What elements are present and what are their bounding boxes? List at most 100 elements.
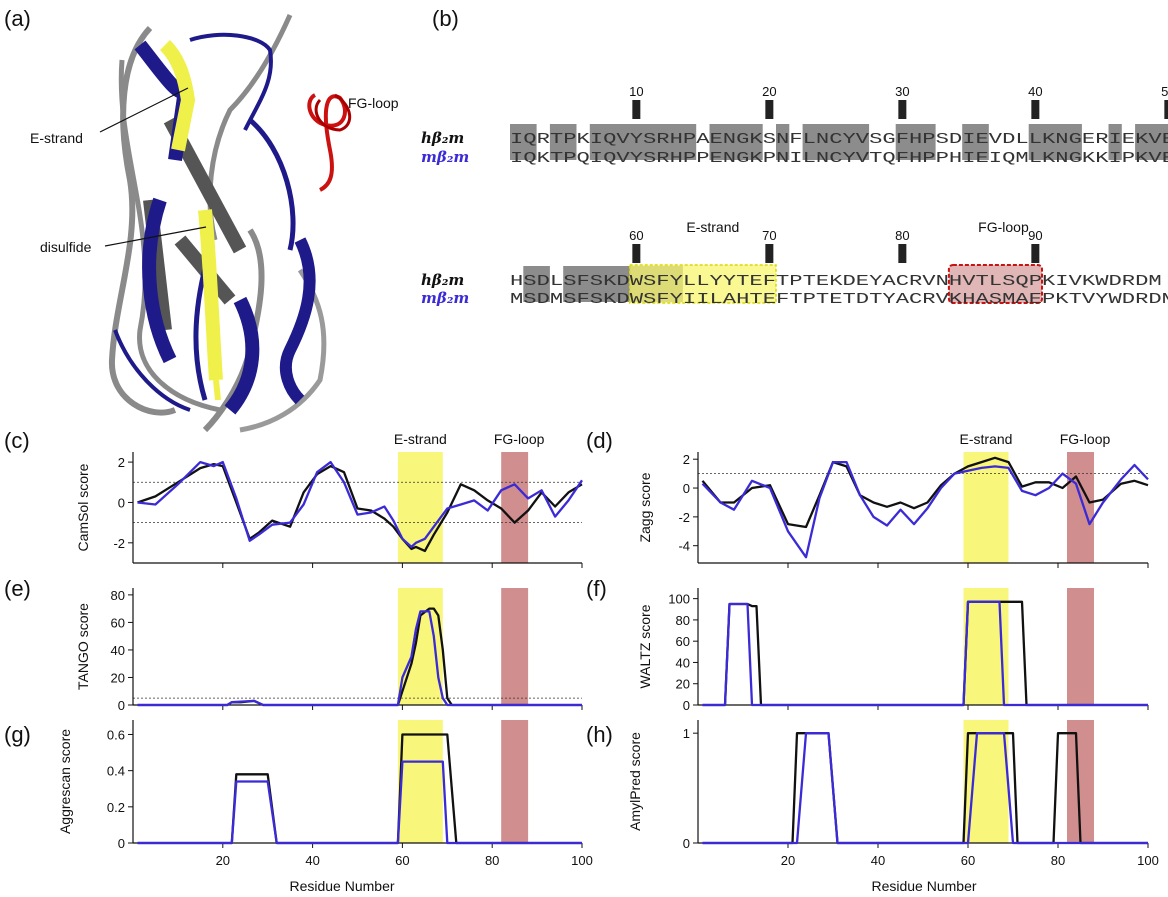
- y-tick-label: 20: [111, 670, 125, 685]
- identity-block: [510, 124, 537, 160]
- identity-block: [962, 124, 989, 160]
- x-tick-label: 80: [485, 853, 499, 868]
- y-tick-label: 40: [111, 643, 125, 658]
- human-seq-label: hβ₂m: [421, 271, 464, 289]
- disulfide-pointer: [104, 226, 207, 247]
- x-tick-label: 100: [571, 853, 593, 868]
- mouse-series-line: [702, 600, 1148, 707]
- x-tick-label: 80: [1051, 853, 1065, 868]
- chart-e: 0 20 40 60 80 TANGO score: [75, 588, 583, 713]
- y-tick-label: 0.4: [107, 764, 125, 779]
- y-tick-label: -2: [678, 510, 690, 525]
- protein-structure-cartoon: [108, 13, 351, 433]
- x-tick-label: 100: [1137, 853, 1159, 868]
- fg-loop-annotation: FG-loop: [348, 95, 399, 111]
- panel-b-label: (b): [432, 6, 459, 31]
- y-tick-label: 40: [676, 655, 690, 670]
- x-tick-label: 40: [871, 853, 885, 868]
- chart-f: 0 20 40 60 80 100 WALTZ score: [637, 588, 1149, 713]
- panel-a-label: (a): [4, 6, 31, 31]
- fg-loop-highlight: [947, 264, 1044, 304]
- e-strand-band: [963, 720, 1009, 843]
- residue-tick-label: 60: [629, 228, 643, 243]
- disulfide-annotation: disulfide: [40, 239, 92, 255]
- y-axis-label: CamSol score: [75, 463, 91, 551]
- chart-c: -2 0 2 CamSol score: [75, 452, 583, 568]
- e-strand-chart-label: E-strand: [960, 431, 1013, 447]
- panel-g-label: (g): [4, 722, 31, 747]
- y-tick-label: 100: [668, 592, 690, 607]
- y-tick-label: 0: [118, 495, 125, 510]
- e-strand-band: [397, 452, 443, 563]
- mouse-seq-label: mβ₂m: [421, 148, 469, 166]
- human-series-line: [701, 456, 1149, 529]
- fg-loop-band: [1067, 588, 1094, 705]
- fg-loop-chart-label: FG-loop: [1060, 431, 1111, 447]
- sequence-alignment: 1020304050hβ₂mmβ₂mIQRTPKIQVYSRHPAENGKSNF…: [421, 84, 1168, 308]
- y-tick-label: 60: [676, 634, 690, 649]
- y-tick-label: 0: [683, 698, 690, 713]
- chart-g: 0 0.2 0.4 0.6 20 40 60 80 100 Aggrescan score: [57, 720, 593, 868]
- x-tick-label: 40: [305, 853, 319, 868]
- mouse-series-line: [137, 460, 583, 549]
- residue-tick-label: 50: [1161, 84, 1168, 99]
- x-tick-label: 20: [216, 853, 230, 868]
- identity-block: [802, 124, 870, 160]
- y-tick-label: 0.2: [107, 800, 125, 815]
- residue-tick-mark: [632, 244, 641, 263]
- residue-tick-label: 80: [895, 228, 909, 243]
- human-sequence: HSDLSFSKDWSFYLLYYTEFTPTEKDEYACRVNHVTLSQP…: [510, 273, 1162, 290]
- identity-block: [895, 124, 936, 160]
- fg-loop-band: [501, 452, 529, 563]
- y-axis-label: TANGO score: [75, 603, 91, 690]
- mouse-sequence: MSDMSFSKDWSFYIILAHTEFTPTETDTYACRVKHASMAE…: [510, 291, 1168, 308]
- e-strand-highlight: [628, 264, 777, 304]
- x-tick-label: 60: [395, 853, 409, 868]
- fg-loop-region-label: FG-loop: [978, 219, 1029, 235]
- identity-block: [589, 124, 697, 160]
- identity-block: [776, 124, 790, 160]
- mouse-sequence: IQKTPQIQVYSRHPPENGKPNILNCYVTQFHPPHIEIQML…: [510, 150, 1168, 167]
- identity-block: [1108, 124, 1122, 160]
- x-tick-label: 20: [781, 853, 795, 868]
- y-tick-label: 0: [683, 836, 690, 851]
- y-tick-label: 80: [676, 613, 690, 628]
- y-tick-label: 2: [683, 452, 690, 467]
- x-tick-label: 60: [961, 853, 975, 868]
- charts-group: -2 0 2 CamSol score -4 -2 0 2 Zagg score 0 20 40 60 8…: [57, 431, 1159, 868]
- residue-tick-label: 30: [895, 84, 909, 99]
- fg-loop-band: [1067, 452, 1094, 563]
- residue-tick-label: 70: [762, 228, 776, 243]
- identity-block: [1135, 124, 1168, 160]
- panel-c-label: (c): [4, 428, 30, 453]
- y-tick-label: 20: [676, 677, 690, 692]
- y-axis-label: Zagg score: [637, 472, 653, 542]
- residue-tick-mark: [1031, 100, 1040, 119]
- mouse-series-line: [701, 460, 1149, 559]
- human-sequence: IQRTPKIQVYSRHPAENGKSNFLNCYVSGFHPSDIEVDLL…: [510, 131, 1168, 148]
- residue-tick-mark: [1031, 244, 1040, 263]
- residue-tick-label: 10: [629, 84, 643, 99]
- y-axis-label: Aggrescan score: [57, 729, 73, 834]
- y-tick-label: 0: [683, 481, 690, 496]
- residue-tick-mark: [1164, 100, 1168, 119]
- fg-loop-chart-label: FG-loop: [494, 431, 545, 447]
- residue-tick-mark: [898, 244, 907, 263]
- e-strand-band: [397, 720, 443, 843]
- y-tick-label: -4: [678, 539, 690, 554]
- y-tick-label: 80: [111, 588, 125, 603]
- e-strand-chart-label: E-strand: [394, 431, 447, 447]
- panel-h-label: (h): [586, 722, 613, 747]
- identity-block: [523, 266, 550, 302]
- panel-f-label: (f): [586, 576, 607, 601]
- panel-e-label: (e): [4, 576, 31, 601]
- mouse-series-line: [137, 760, 582, 845]
- y-tick-label: 1: [683, 726, 690, 741]
- y-axis-label: WALTZ score: [637, 604, 653, 688]
- x-axis-label-right: Residue Number: [871, 878, 976, 894]
- human-series-line: [137, 462, 583, 553]
- residue-tick-mark: [632, 100, 641, 119]
- residue-tick-mark: [765, 100, 774, 119]
- panel-d-label: (d): [586, 428, 613, 453]
- e-strand-band: [963, 452, 1009, 563]
